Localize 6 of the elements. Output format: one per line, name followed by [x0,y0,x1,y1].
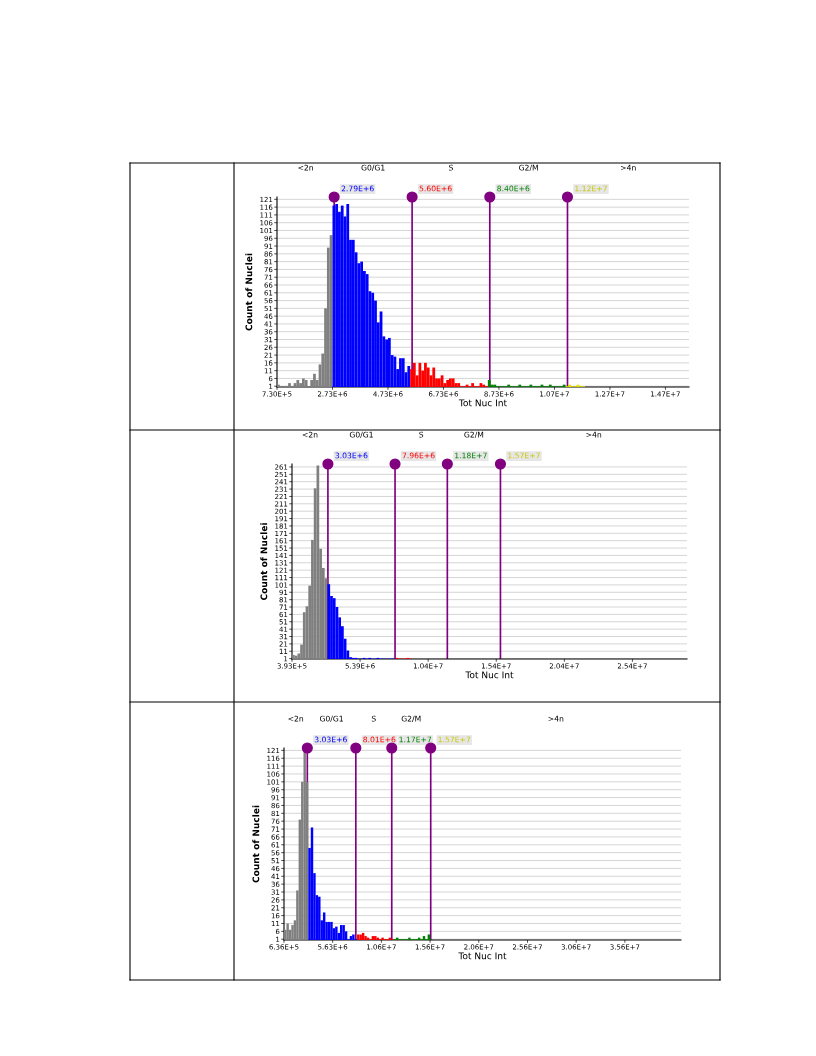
x-axis-title: Tot Nuc Int [465,671,514,679]
y-axis-title: Count of Nuclei [252,805,260,883]
x-axis-title: Tot Nuc Int [458,952,507,960]
y-axis-title: Count of Nuclei [245,253,253,331]
y-axis-title: Count of Nuclei [260,523,268,601]
x-axis-title: Tot Nuc Int [458,399,507,407]
